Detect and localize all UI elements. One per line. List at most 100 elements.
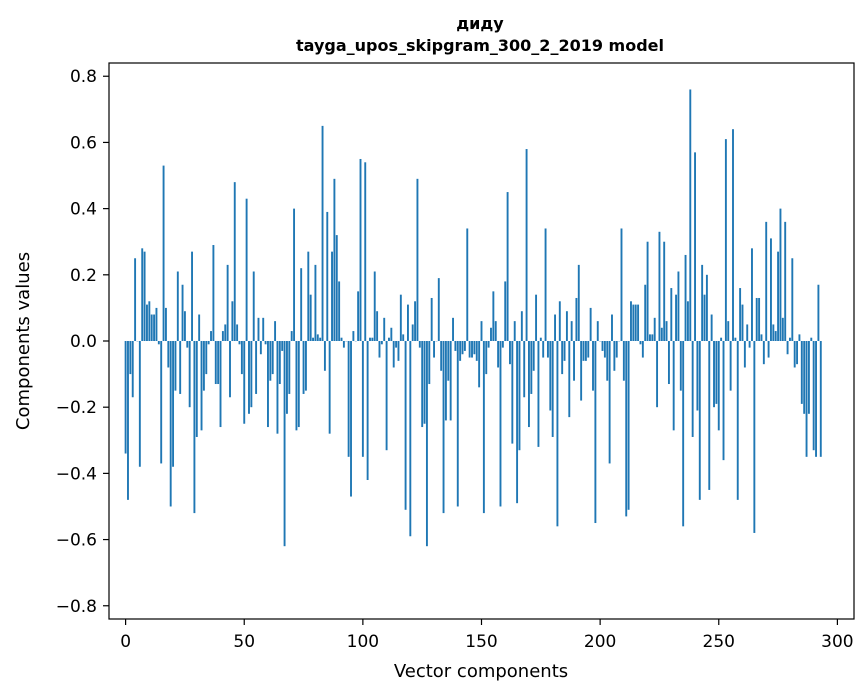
bar [646,241,649,341]
bar [518,341,521,451]
bar [267,341,269,428]
x-tick-label: 200 [584,632,616,652]
bar [129,341,132,375]
bar [554,314,556,341]
bar [364,162,367,341]
bar [758,297,761,341]
bar [803,341,806,414]
bar [627,341,630,510]
bar [575,297,578,341]
bar [288,341,291,394]
bar [229,341,231,398]
bar [164,307,167,341]
bar [407,304,409,341]
bar [542,341,545,358]
bar [167,341,170,368]
bar [528,341,530,428]
bar [722,341,725,461]
bar [684,254,687,341]
bar [221,331,224,341]
bar [202,341,205,391]
bar [587,341,590,358]
bar [297,341,300,428]
bar [677,271,680,341]
bars-group [124,89,822,547]
bar [546,341,549,358]
bar [717,341,720,431]
bar [779,208,782,341]
bar [449,341,452,421]
bar [497,341,500,368]
bar [307,251,310,341]
bar [338,281,341,341]
bar [570,321,573,341]
x-axis: 0 50 100 150 200 250 300 [120,619,854,652]
bar [402,334,405,341]
bar [703,294,706,341]
bar [186,341,189,348]
bar [762,341,765,365]
bar [691,341,694,437]
bar [530,341,533,394]
bar [183,311,186,341]
bar [755,297,758,341]
bar [743,341,746,368]
chart-subtitle: tayga_upos_skipgram_300_2_2019 model [296,36,664,55]
bar [720,337,723,341]
bar [549,341,552,411]
bar [198,314,201,341]
bar [520,311,523,341]
bar [608,341,611,464]
bar [127,341,129,500]
bar [243,341,246,424]
chart-title: диду [456,14,504,33]
bar [817,284,820,341]
bar [418,341,421,348]
bar [793,341,796,368]
bar [606,341,609,381]
bar [592,341,594,391]
bar [342,341,345,348]
bar [428,341,431,385]
bar [160,341,163,464]
bar [459,341,462,361]
bar [395,341,398,348]
bar [577,264,580,341]
bar [153,314,156,341]
bar [584,341,587,361]
bar [774,331,777,341]
bar [772,324,775,341]
bar [649,334,651,341]
bar [399,294,402,341]
bar [736,341,739,500]
bar [777,251,780,341]
bar [233,182,236,341]
bar [471,341,473,358]
bar [309,294,312,341]
bar [478,341,481,388]
bar [392,341,395,368]
bar [200,341,203,431]
bar [257,317,260,341]
bar [637,304,640,341]
bar [373,271,376,341]
bar [293,208,296,341]
bar [651,334,654,341]
bar [195,341,198,437]
x-tick-label: 100 [347,632,379,652]
bar [283,341,286,547]
bar [347,341,350,457]
bar [205,341,208,375]
bar [480,321,483,341]
bar [333,178,336,341]
y-tick-label: 0.2 [70,266,97,286]
bar [499,341,502,507]
bar [278,341,281,385]
bar [323,341,326,371]
bar [302,341,305,394]
bar [511,341,514,444]
bar [312,337,314,341]
bar [248,341,250,414]
bar [172,341,175,467]
bar [404,341,407,510]
